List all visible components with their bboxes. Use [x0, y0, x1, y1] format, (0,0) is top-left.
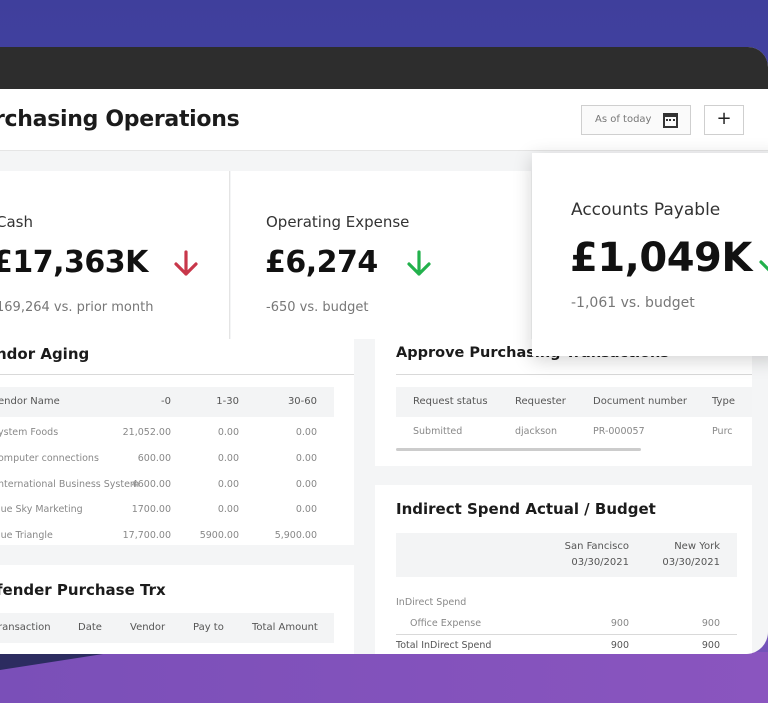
vendor-amount: 0.00	[295, 479, 317, 490]
horizontal-scrollbar[interactable]	[396, 448, 641, 451]
divider	[396, 634, 737, 635]
kpi-cash-label: Cash	[0, 213, 33, 231]
column-header: Type	[712, 396, 735, 407]
vendor-amount: 21,052.00	[122, 427, 171, 438]
page-title: rchasing Operations	[0, 107, 240, 132]
divider	[396, 374, 752, 375]
vendor-amount: 17,700.00	[122, 530, 171, 541]
column-date: 03/30/2021	[571, 557, 629, 568]
defender-purchase-title: fender Purchase Trx	[0, 581, 166, 599]
vendor-name: lue Triangle	[0, 530, 53, 541]
row-value: 900	[610, 618, 629, 629]
kpi-ap-sub: -1,061 vs. budget	[571, 295, 695, 311]
vendor-name: omputer connections	[0, 453, 99, 464]
vendor-amount: 0.00	[217, 453, 239, 464]
arrow-down-icon	[407, 250, 431, 276]
vendor-amount: 5900.00	[199, 530, 239, 541]
indirect-spend-card: Indirect Spend Actual / Budget San Fanci…	[375, 485, 752, 654]
total-label: Total InDirect Spend	[396, 640, 492, 651]
vendor-amount: 600.00	[137, 453, 171, 464]
vendor-amount: 0.00	[295, 504, 317, 515]
vendor-amount: 0.00	[217, 479, 239, 490]
page-header: rchasing Operations As of today +	[0, 89, 768, 151]
vendor-amount: 5,900.00	[274, 530, 317, 541]
approve-table-header: Request status Requester Document number…	[396, 387, 752, 417]
vendor-amount: 1700.00	[131, 504, 171, 515]
vendor-amount: 0.00	[295, 427, 317, 438]
kpi-cash-value: £17,363K	[0, 245, 148, 280]
column-date: 03/30/2021	[662, 557, 720, 568]
requester: djackson	[515, 426, 557, 437]
vendor-name: ystem Foods	[0, 427, 59, 438]
vendor-amount: 0.00	[217, 427, 239, 438]
add-button[interactable]: +	[704, 105, 744, 135]
column-header: 30-60	[287, 396, 317, 407]
vendor-name: nternational Business System	[0, 479, 140, 490]
divider	[0, 374, 354, 375]
group-label: InDirect Spend	[396, 597, 467, 608]
arrow-down-icon	[759, 260, 768, 272]
column-header: Total Amount	[252, 622, 318, 633]
document-number: PR-000057	[593, 426, 645, 437]
kpi-cash-sub: 169,264 vs. prior month	[0, 300, 154, 315]
column-header: Pay to	[193, 622, 224, 633]
vendor-amount: 0.00	[295, 453, 317, 464]
calendar-icon	[663, 113, 678, 128]
vendor-name: lue Sky Marketing	[0, 504, 83, 515]
column-header: Vendor	[130, 622, 166, 633]
request-status: Submitted	[413, 426, 463, 437]
vendor-aging-header: endor Name -0 1-30 30-60	[0, 387, 334, 417]
kpi-opex-sub: -650 vs. budget	[266, 300, 369, 315]
kpi-ap-value: £1,049K	[570, 235, 752, 281]
column-header: ransaction	[0, 622, 51, 633]
vendor-amount: 0.00	[217, 504, 239, 515]
app-window: rchasing Operations As of today + Cash £…	[0, 47, 768, 654]
column-header: Date	[78, 622, 102, 633]
background-band	[0, 652, 768, 703]
kpi-card-operating-expense[interactable]: Operating Expense £6,274 -650 vs. budget	[231, 171, 531, 339]
document-type: Purc	[712, 426, 733, 437]
vendor-aging-title: ndor Aging	[0, 345, 90, 363]
column-header: -0	[161, 396, 171, 407]
total-value: 900	[610, 640, 629, 651]
kpi-opex-label: Operating Expense	[266, 213, 410, 231]
indirect-spend-title: Indirect Spend Actual / Budget	[396, 500, 656, 518]
vendor-amount: 4600.00	[131, 479, 171, 490]
arrow-down-icon	[174, 250, 198, 276]
row-value: 900	[701, 618, 720, 629]
kpi-card-cash[interactable]: Cash £17,363K 169,264 vs. prior month	[0, 171, 230, 339]
column-header: Requester	[515, 396, 566, 407]
date-filter-button[interactable]: As of today	[581, 105, 691, 135]
approve-purchasing-card: Approve Purchasing Transactions Request …	[375, 339, 752, 466]
window-titlebar	[0, 47, 768, 89]
kpi-ap-label: Accounts Payable	[571, 200, 721, 220]
column-header: Request status	[413, 396, 488, 407]
defender-table-header: ransaction Date Vendor Pay to Total Amou…	[0, 613, 334, 643]
date-filter-label: As of today	[595, 114, 652, 125]
kpi-card-accounts-payable[interactable]: Accounts Payable £1,049K -1,061 vs. budg…	[532, 153, 768, 356]
column-header: Document number	[593, 396, 688, 407]
column-header: endor Name	[0, 396, 60, 407]
indirect-table-header: San Fancisco 03/30/2021 New York 03/30/2…	[396, 533, 737, 577]
vendor-aging-card: ndor Aging endor Name -0 1-30 30-60 yste…	[0, 339, 354, 545]
column-header: New York	[674, 541, 720, 552]
total-value: 900	[701, 640, 720, 651]
row-label: Office Expense	[410, 618, 482, 629]
column-header: 1-30	[216, 396, 239, 407]
kpi-opex-value: £6,274	[265, 245, 378, 280]
column-header: San Fancisco	[564, 541, 629, 552]
defender-purchase-card: fender Purchase Trx ransaction Date Vend…	[0, 565, 354, 654]
